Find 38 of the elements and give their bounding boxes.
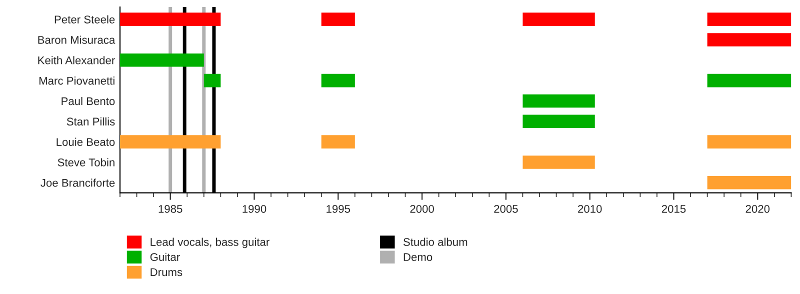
x-tick-label: 1985: [158, 204, 182, 213]
bar: [321, 135, 355, 148]
x-tick-label: 2000: [410, 204, 434, 213]
x-tick-label: 2020: [746, 204, 770, 213]
y-tick-label: Joe Branciforte: [40, 178, 115, 187]
bar: [707, 74, 792, 88]
x-tick-label: 1990: [242, 204, 266, 213]
legend-label: Guitar: [150, 252, 180, 262]
y-tick-label: Peter Steele: [54, 15, 115, 24]
bar: [120, 54, 204, 67]
bar: [707, 135, 792, 148]
bar: [707, 176, 792, 190]
bar: [204, 74, 221, 88]
bar: [522, 12, 595, 26]
bar: [522, 94, 595, 108]
x-tick-label: 2005: [494, 204, 518, 213]
legend-label: Lead vocals, bass guitar: [150, 238, 270, 248]
y-tick-label: Louie Beato: [56, 138, 115, 146]
y-tick-label: Paul Bento: [62, 96, 115, 106]
x-tick-label: 2010: [578, 204, 602, 213]
bar: [120, 12, 221, 26]
bar: [522, 156, 595, 169]
x-tick-label: 2015: [662, 204, 686, 213]
bar: [707, 12, 792, 26]
bar: [707, 33, 792, 46]
bar: [120, 135, 221, 148]
legend-label: Studio album: [403, 238, 468, 246]
legend-label: Drums: [150, 268, 182, 276]
y-tick-label: Marc Piovanetti: [39, 76, 114, 85]
y-tick-label: Steve Tobin: [58, 158, 114, 166]
y-tick-label: Keith Alexander: [38, 56, 115, 64]
y-tick-label: Baron Misuraca: [38, 36, 116, 44]
x-tick-label: 1995: [326, 204, 350, 213]
legend-label: Demo: [404, 253, 432, 262]
bar: [321, 12, 355, 26]
y-tick-label: Stan Pillis: [66, 117, 115, 126]
bar: [522, 114, 595, 128]
bar: [321, 74, 355, 88]
